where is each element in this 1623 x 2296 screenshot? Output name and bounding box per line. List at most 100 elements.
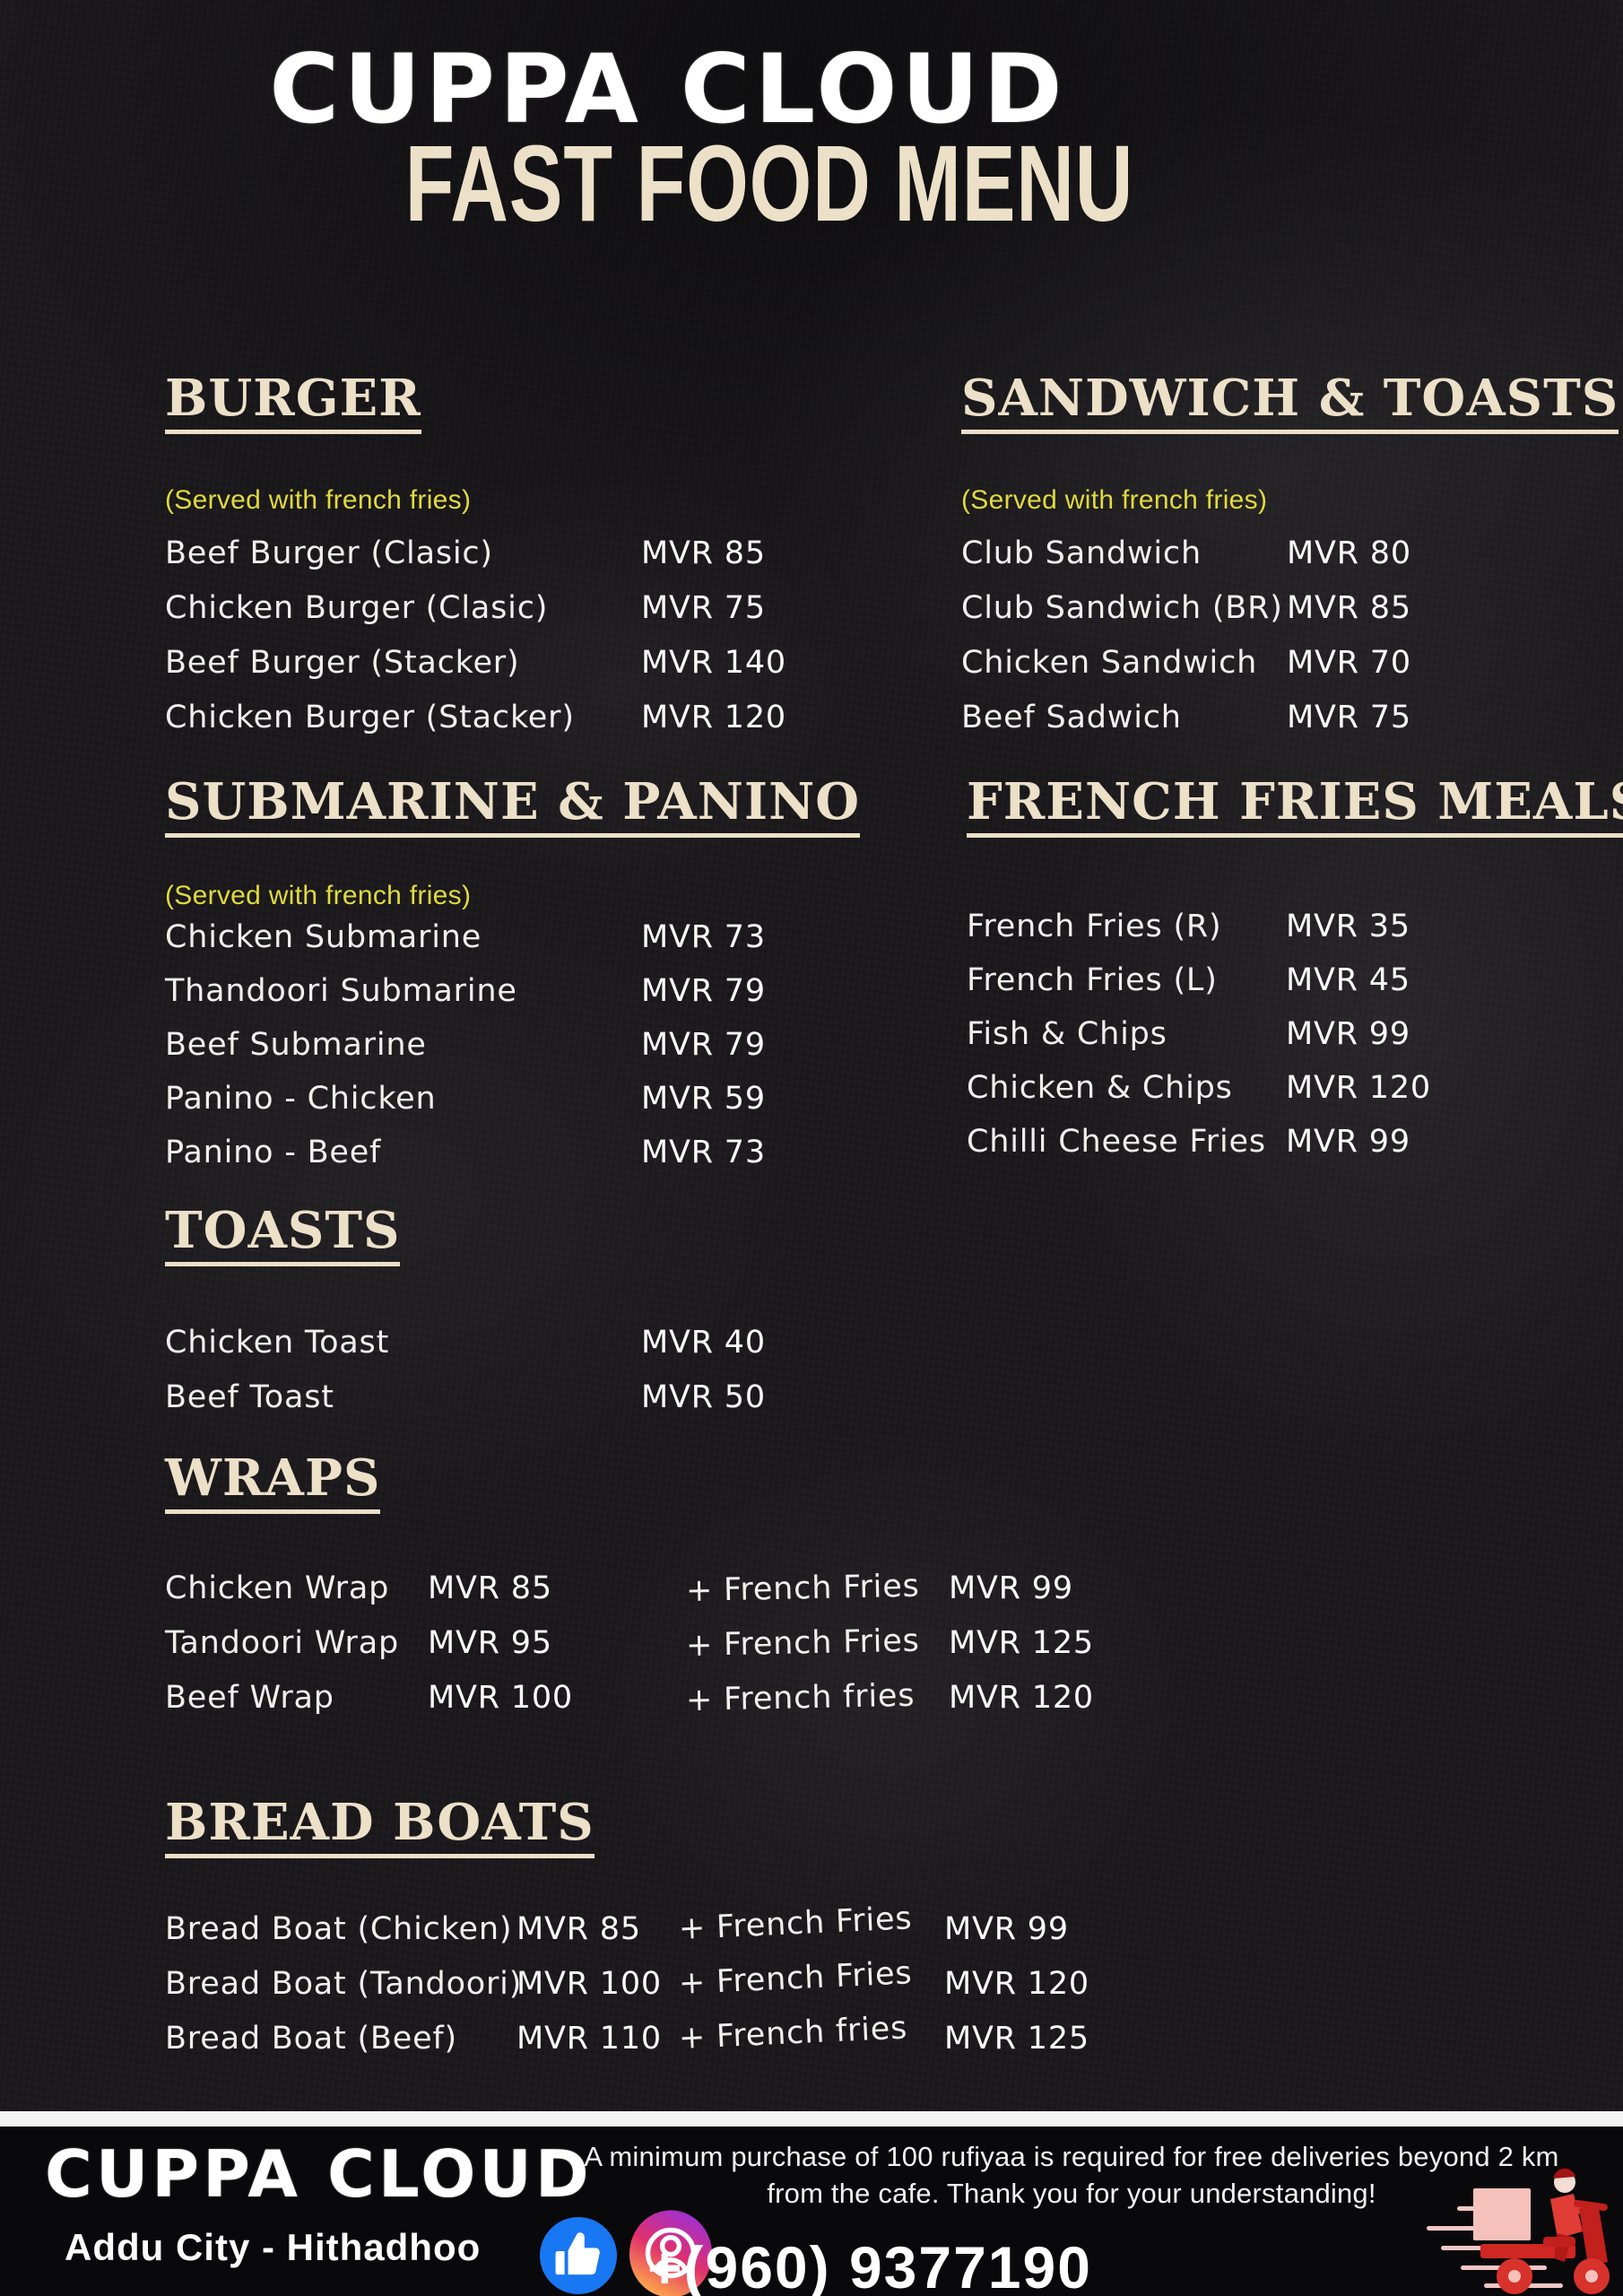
item-name: Beef Burger (Stacker): [165, 645, 520, 682]
item-name: Chicken & Chips: [967, 1069, 1233, 1106]
item-price: MVR 85: [641, 535, 766, 572]
item-addon-price: MVR 125: [949, 1625, 1094, 1662]
menu-item-row: Chicken Submarine MVR 73: [165, 910, 864, 964]
section-note: (Served with french fries): [961, 484, 1268, 515]
footer-brand: CUPPA CLOUD: [45, 2136, 593, 2212]
item-addon: + French Fries: [678, 1900, 914, 1948]
item-name: Tandoori Wrap: [165, 1625, 399, 1662]
item-price: MVR 79: [641, 1026, 766, 1063]
item-price: MVR 73: [641, 1134, 766, 1170]
section-sandwich-toasts: SANDWICH & TOASTS (Served with french fr…: [961, 330, 1619, 745]
menu-item-row: Chicken Sandwich MVR 70: [961, 636, 1616, 691]
item-addon-price: MVR 99: [949, 1570, 1073, 1607]
item-price: MVR 70: [1287, 645, 1411, 682]
menu-item-row: Chicken & Chips MVR 120: [967, 1061, 1621, 1115]
menu-item-row: Beef Toast MVR 50: [165, 1370, 846, 1425]
menu-item-row: Club Sandwich MVR 80: [961, 526, 1616, 581]
item-name: French Fries (R): [967, 908, 1222, 944]
item-addon: + French fries: [678, 2010, 908, 2057]
menu-item-row: Club Sandwich (BR) MVR 85: [961, 581, 1616, 636]
item-addon: + French fries: [685, 1677, 916, 1719]
item-price: MVR 75: [641, 590, 766, 627]
section-wraps: WRAPS Chicken Wrap MVR 85 + French Fries…: [165, 1410, 1331, 1726]
item-price: MVR 40: [641, 1325, 766, 1361]
item-price: MVR 50: [641, 1379, 766, 1416]
menu-item-row: Bread Boat (Beef) MVR 110 + French fries…: [165, 2010, 1331, 2066]
menu-item-row: Beef Burger (Stacker) MVR 140: [165, 636, 846, 691]
item-addon-price: MVR 120: [949, 1680, 1094, 1717]
section-heading: BREAD BOATS: [165, 1796, 595, 1859]
item-price: MVR 95: [428, 1625, 552, 1662]
item-price: MVR 100: [428, 1680, 573, 1717]
page-title: FAST FOOD MENU: [404, 123, 1134, 244]
section-heading: TOASTS: [165, 1204, 401, 1267]
footer-delivery-note: A minimum purchase of 100 rufiyaa is req…: [547, 2138, 1596, 2212]
item-name: Club Sandwich: [961, 535, 1202, 572]
item-name: Chicken Wrap: [165, 1570, 390, 1607]
item-name: Chicken Burger (Stacker): [165, 700, 575, 736]
item-name: Panino - Beef: [165, 1134, 382, 1170]
item-price: MVR 85: [428, 1570, 552, 1607]
item-name: Beef Sadwich: [961, 700, 1182, 736]
menu-item-row: Chilli Cheese Fries MVR 99: [967, 1115, 1621, 1169]
item-name: Beef Burger (Clasic): [165, 535, 493, 572]
item-name: Chicken Toast: [165, 1325, 390, 1361]
menu-item-row: Beef Burger (Clasic) MVR 85: [165, 526, 846, 581]
section-french-fries-meals: FRENCH FRIES MEALS French Fries (R) MVR …: [967, 734, 1623, 1169]
item-addon-price: MVR 120: [944, 1966, 1089, 2003]
item-name: French Fries (L): [967, 961, 1218, 998]
section-heading: SUBMARINE & PANINO: [165, 775, 861, 839]
item-list: Chicken Toast MVR 40 Beef Toast MVR 50: [165, 1316, 846, 1425]
item-list: Chicken Submarine MVR 73 Thandoori Subma…: [165, 910, 864, 1179]
instagram-icon: [628, 2210, 714, 2296]
item-price: MVR 59: [641, 1080, 766, 1117]
section-heading: WRAPS: [165, 1451, 381, 1515]
item-name: Chilli Cheese Fries: [967, 1123, 1266, 1160]
footer-bar: [0, 2126, 1623, 2296]
item-name: Beef Wrap: [165, 1680, 334, 1717]
item-price: MVR 99: [1286, 1015, 1410, 1052]
item-price: MVR 73: [641, 918, 766, 955]
section-bread-boats: BREAD BOATS Bread Boat (Chicken) MVR 85 …: [165, 1754, 1331, 2066]
menu-item-row: French Fries (R) MVR 35: [967, 900, 1621, 953]
item-price: MVR 100: [516, 1966, 662, 2003]
item-price: MVR 120: [1286, 1069, 1431, 1106]
menu-item-row: Chicken Burger (Stacker) MVR 120: [165, 691, 846, 745]
item-price: MVR 85: [516, 1911, 641, 1948]
item-list: Bread Boat (Chicken) MVR 85 + French Fri…: [165, 1900, 1331, 2066]
section-burger: BURGER (Served with french fries) Beef B…: [165, 330, 846, 745]
item-name: Beef Submarine: [165, 1026, 427, 1063]
section-toasts: TOASTS Chicken Toast MVR 40 Beef Toast M…: [165, 1162, 846, 1425]
section-note: (Served with french fries): [165, 484, 472, 515]
section-note: (Served with french fries): [165, 880, 472, 910]
menu-item-row: Tandoori Wrap MVR 95 + French Fries MVR …: [165, 1616, 1331, 1671]
menu-item-row: Beef Wrap MVR 100 + French fries MVR 120: [165, 1671, 1331, 1726]
item-addon: + French Fries: [678, 1955, 914, 2003]
item-name: Thandoori Submarine: [165, 972, 517, 1009]
item-price: MVR 35: [1286, 908, 1410, 944]
brand-title: CUPPA CLOUD: [269, 34, 1067, 144]
item-price: MVR 85: [1287, 590, 1411, 627]
item-name: Panino - Chicken: [165, 1080, 437, 1117]
item-name: Bread Boat (Chicken): [165, 1911, 513, 1948]
item-list: French Fries (R) MVR 35 French Fries (L)…: [967, 900, 1621, 1169]
item-addon: + French Fries: [685, 1568, 920, 1610]
footer-divider: [0, 2111, 1623, 2126]
item-name: Beef Toast: [165, 1379, 334, 1416]
item-price: MVR 120: [641, 700, 786, 736]
item-price: MVR 80: [1287, 535, 1411, 572]
menu-item-row: Chicken Burger (Clasic) MVR 75: [165, 581, 846, 636]
item-list: Club Sandwich MVR 80 Club Sandwich (BR) …: [961, 526, 1616, 745]
menu-item-row: French Fries (L) MVR 45: [967, 953, 1621, 1007]
menu-item-row: Bread Boat (Tandoori) MVR 100 + French F…: [165, 1955, 1331, 2012]
item-name: Chicken Sandwich: [961, 645, 1258, 682]
item-price: MVR 110: [516, 2021, 662, 2057]
menu-item-row: Chicken Toast MVR 40: [165, 1316, 846, 1370]
menu-item-row: Panino - Beef MVR 73: [165, 1126, 864, 1179]
item-addon-price: MVR 125: [944, 2021, 1089, 2057]
item-name: Bread Boat (Beef): [165, 2021, 457, 2057]
menu-item-row: Beef Sadwich MVR 75: [961, 691, 1616, 745]
item-name: Bread Boat (Tandoori): [165, 1966, 523, 2003]
section-heading: FRENCH FRIES MEALS: [967, 775, 1623, 839]
